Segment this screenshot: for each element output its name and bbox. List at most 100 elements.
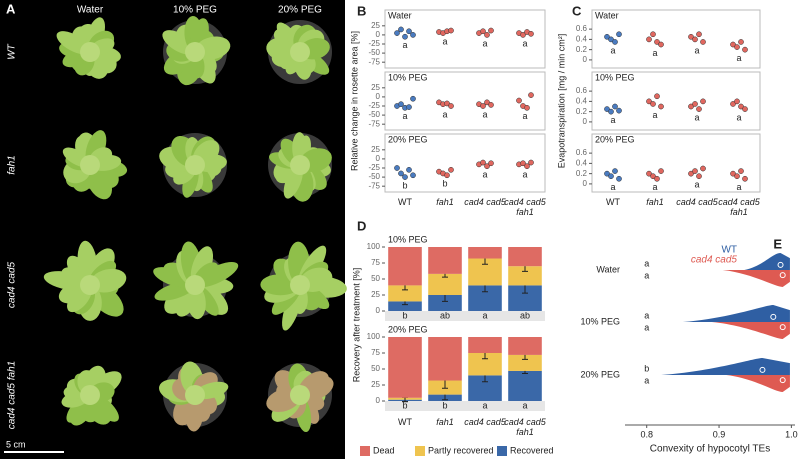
y-tick-label: 0 — [376, 92, 381, 101]
y-tick-label: 100 — [367, 242, 381, 251]
y-tick-label: 25 — [371, 21, 380, 30]
data-point — [658, 103, 664, 110]
y-tick-label: 25 — [371, 380, 380, 389]
significance-letter: a — [482, 109, 487, 119]
leaf — [194, 262, 239, 288]
data-point — [608, 36, 614, 43]
data-point — [398, 170, 404, 177]
panel-label: C — [572, 3, 582, 18]
data-point — [650, 101, 656, 107]
significance-letter: a — [644, 258, 649, 268]
significance-letter: b — [402, 400, 407, 410]
data-point — [612, 103, 618, 110]
data-point — [616, 175, 622, 182]
significance-letter: a — [522, 400, 527, 410]
legend-label: Recovered — [510, 445, 554, 455]
plant-photo — [162, 16, 231, 86]
rosette-center — [80, 155, 100, 175]
y-tick-label: -50 — [368, 172, 380, 181]
data-point — [700, 98, 706, 105]
y-tick-label: 0.6 — [576, 148, 588, 157]
y-tick-label: -50 — [368, 110, 380, 119]
data-point — [738, 168, 744, 174]
data-point — [616, 107, 622, 114]
y-tick-label: -25 — [368, 39, 380, 48]
y-tick-label: 0.6 — [576, 24, 588, 33]
data-point — [696, 173, 702, 180]
legend-swatch — [497, 446, 507, 456]
rosette-center — [185, 155, 205, 175]
rosette-center — [290, 275, 310, 295]
y-tick-label: 0.2 — [576, 107, 588, 116]
significance-letter: b — [644, 363, 649, 373]
bar-segment — [468, 247, 502, 259]
data-point — [692, 36, 698, 43]
significance-letter: a — [694, 45, 699, 55]
bar-segment — [468, 337, 502, 353]
significance-letter: a — [522, 170, 527, 180]
bar-segment — [468, 353, 502, 376]
significance-letter: b — [402, 310, 407, 320]
x-tick-label: 0.9 — [713, 429, 726, 439]
data-point — [488, 102, 494, 108]
plant-photo — [266, 363, 334, 433]
data-point — [688, 170, 694, 177]
panel-label: D — [357, 218, 366, 233]
y-tick-label: 0.2 — [576, 45, 588, 54]
bar-segment — [508, 337, 542, 355]
data-point — [608, 108, 614, 115]
significance-letter: a — [482, 400, 487, 410]
panel-strip — [385, 401, 545, 411]
rosette-center — [80, 385, 100, 405]
data-point — [734, 173, 740, 180]
data-point — [520, 160, 526, 167]
y-tick-label: -25 — [368, 163, 380, 172]
significance-letter: b — [442, 400, 447, 410]
data-point — [646, 98, 652, 105]
x-tick-label: WT — [398, 417, 412, 427]
y-tick-label: 0.2 — [576, 169, 588, 178]
y-tick-label: 0 — [376, 154, 381, 163]
data-point — [654, 39, 660, 45]
x-tick-label: fah1 — [646, 197, 664, 207]
x-tick-label: WT — [398, 197, 412, 207]
data-point — [646, 170, 652, 177]
plant-photo — [260, 241, 347, 331]
x-tick-label: cad4 cad5 — [464, 417, 506, 427]
significance-letter: a — [402, 111, 407, 121]
median-point — [779, 377, 786, 384]
significance-letter: a — [402, 40, 407, 50]
legend-label: Partly recovered — [428, 445, 494, 455]
data-point — [604, 170, 610, 177]
data-point — [524, 104, 530, 111]
rosette-center — [290, 155, 310, 175]
data-point — [406, 104, 412, 110]
bar-segment — [388, 337, 422, 398]
plant-photo — [266, 20, 332, 84]
panel-name: 20% PEG — [595, 134, 635, 144]
y-tick-label: 100 — [367, 332, 381, 341]
data-point — [738, 103, 744, 110]
median-point — [779, 324, 786, 331]
x-tick-label: WT — [606, 197, 620, 207]
plant-photo — [61, 365, 122, 426]
plant-photo — [62, 130, 128, 200]
data-point — [394, 30, 400, 36]
bar-segment — [428, 295, 462, 311]
bar-segment — [508, 247, 542, 267]
rosette-center — [185, 275, 205, 295]
plant-photo — [153, 241, 239, 320]
data-point — [612, 39, 618, 45]
data-point — [654, 93, 660, 100]
data-point — [658, 41, 664, 48]
data-point — [398, 101, 404, 108]
violin-half — [726, 375, 790, 392]
data-point — [402, 174, 408, 180]
panel-frame — [384, 71, 546, 131]
data-point — [448, 27, 454, 34]
y-axis-label: Relative change in rosette area [%] — [349, 31, 359, 171]
data-point — [528, 159, 534, 166]
significance-letter: a — [442, 109, 447, 119]
x-tick-label: fah1 — [436, 197, 454, 207]
y-axis-label: Evapotranspiration [mg / min cm²] — [556, 34, 566, 169]
